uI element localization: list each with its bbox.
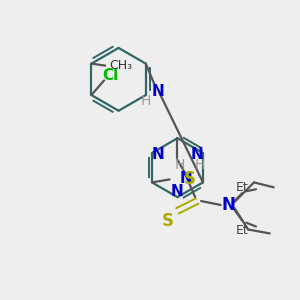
Text: H: H [141,94,151,108]
Text: Et: Et [236,224,249,237]
Text: N: N [191,147,203,162]
Text: Et: Et [236,181,249,194]
Text: Cl: Cl [102,68,118,83]
Text: N: N [151,84,164,99]
Text: CH₃: CH₃ [109,59,132,72]
Text: N: N [222,196,236,214]
Text: N: N [180,171,193,186]
Text: S: S [162,212,174,230]
Text: N: N [171,184,184,199]
Text: H: H [174,158,185,172]
Text: H: H [195,158,205,172]
Text: S: S [183,170,195,188]
Text: N: N [152,147,164,162]
